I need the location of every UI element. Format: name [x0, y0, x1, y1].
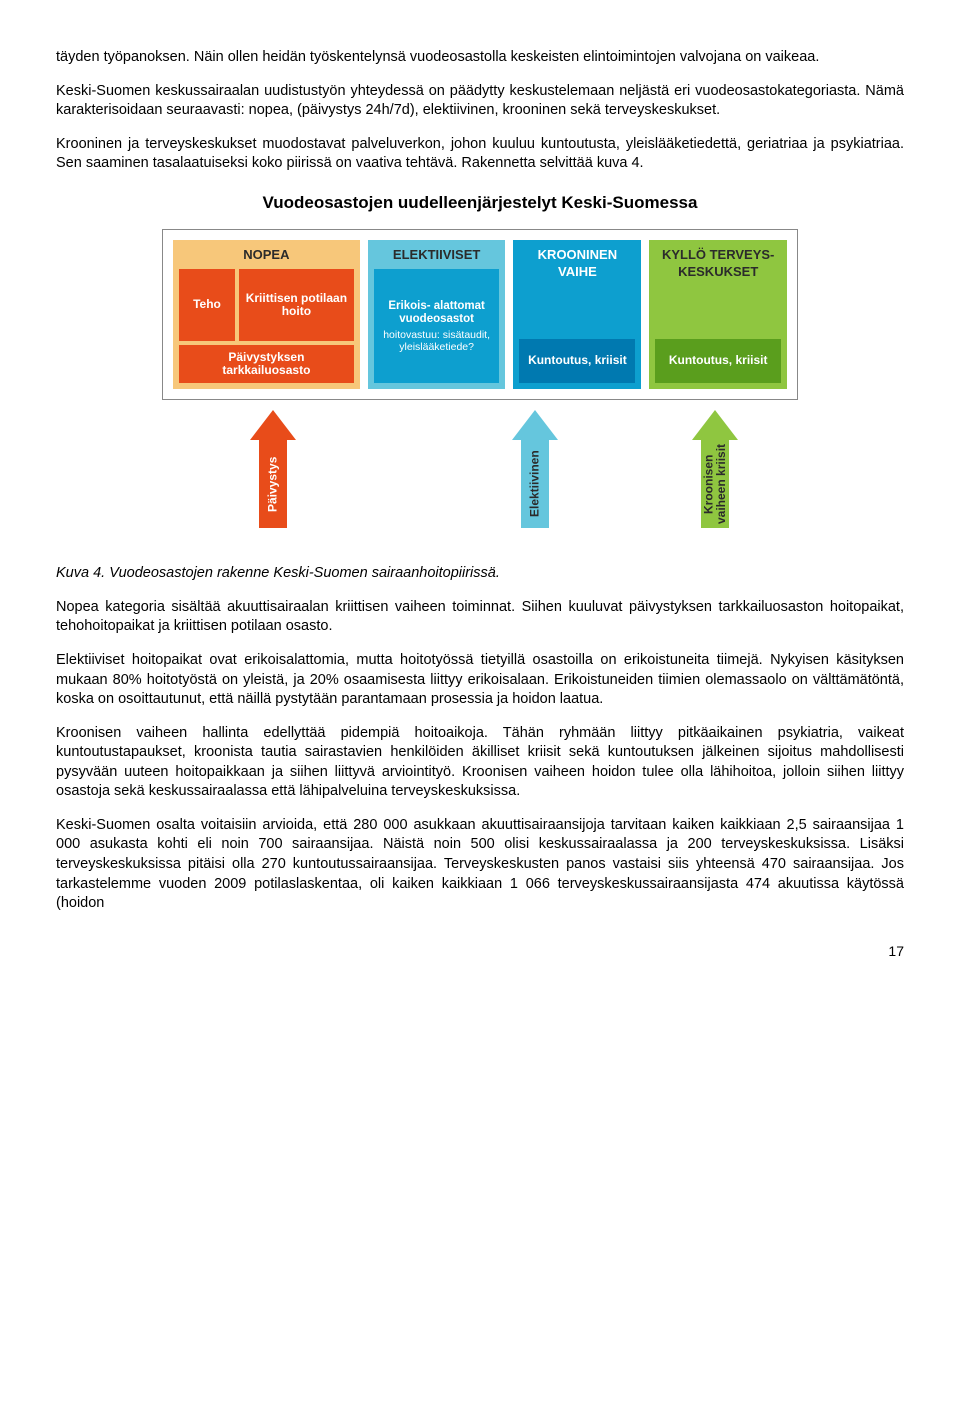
col-kyllo: KYLLÖ TERVEYS-KESKUKSET Kuntoutus, kriis…: [649, 240, 787, 390]
box-erikois-main: Erikois- alattomat vuodeosastot: [378, 300, 496, 326]
header-elekt: ELEKTIIVISET: [374, 246, 500, 264]
paragraph-7: Keski-Suomen osalta voitaisiin arvioida,…: [56, 816, 904, 914]
col-nopea: NOPEA Teho Kriittisen potilaan hoito Päi…: [173, 240, 360, 390]
page-number: 17: [56, 942, 904, 961]
header-kroon: KROONINEN VAIHE: [519, 246, 635, 281]
arrow-paivystys: Päivystys: [250, 410, 296, 528]
paragraph-4: Nopea kategoria sisältää akuuttisairaala…: [56, 598, 904, 637]
arrow-label-1: Päivystys: [259, 440, 287, 528]
arrow-head-icon: [250, 410, 296, 440]
box-paivystys: Päivystyksen tarkkailuosasto: [179, 345, 354, 383]
diagram-frame: NOPEA Teho Kriittisen potilaan hoito Päi…: [162, 229, 798, 401]
box-erikois-sub: hoitovastuu: sisätaudit, yleislääketiede…: [378, 329, 496, 353]
header-kyllo: KYLLÖ TERVEYS-KESKUKSET: [655, 246, 781, 281]
paragraph-5: Elektiiviset hoitopaikat ovat erikoisala…: [56, 651, 904, 710]
arrows-row: Päivystys Elektiivinen Kroonisen vaiheen…: [162, 410, 798, 540]
box-erikois: Erikois- alattomat vuodeosastot hoitovas…: [374, 269, 500, 383]
box-teho: Teho: [179, 269, 235, 341]
arrow-label-3: Kroonisen vaiheen kriisit: [701, 440, 729, 528]
col-krooninen: KROONINEN VAIHE Kuntoutus, kriisit: [513, 240, 641, 390]
paragraph-2: Keski-Suomen keskussairaalan uudistustyö…: [56, 82, 904, 121]
box-kuntoutus-green: Kuntoutus, kriisit: [655, 339, 781, 383]
header-nopea: NOPEA: [179, 246, 354, 264]
arrow-label-2: Elektiivinen: [521, 440, 549, 528]
col-elektiiviset: ELEKTIIVISET Erikois- alattomat vuodeosa…: [368, 240, 506, 390]
arrow-kroonisen: Kroonisen vaiheen kriisit: [692, 410, 738, 528]
paragraph-1: täyden työpanoksen. Näin ollen heidän ty…: [56, 48, 904, 68]
arrow-head-icon: [512, 410, 558, 440]
arrow-elektiivinen: Elektiivinen: [512, 410, 558, 528]
diagram-title: Vuodeosastojen uudelleenjärjestelyt Kesk…: [56, 192, 904, 215]
figure-caption: Kuva 4. Vuodeosastojen rakenne Keski-Suo…: [56, 564, 904, 584]
box-kriittisen: Kriittisen potilaan hoito: [239, 269, 354, 341]
arrow-head-icon: [692, 410, 738, 440]
box-kuntoutus-blue: Kuntoutus, kriisit: [519, 339, 635, 383]
paragraph-3: Krooninen ja terveyskeskukset muodostava…: [56, 135, 904, 174]
paragraph-6: Kroonisen vaiheen hallinta edellyttää pi…: [56, 724, 904, 802]
